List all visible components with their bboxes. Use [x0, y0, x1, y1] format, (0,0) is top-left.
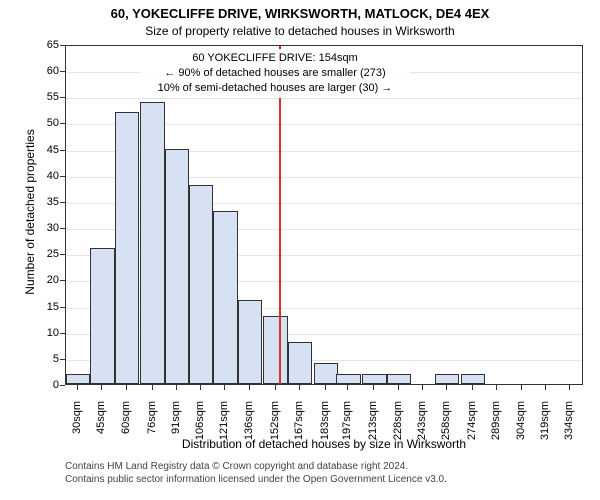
histogram-bar — [213, 211, 237, 384]
y-tick-mark — [60, 71, 65, 72]
annotation-line-2: ← 90% of detached houses are smaller (27… — [144, 66, 406, 81]
histogram-bar — [90, 248, 114, 384]
x-tick-mark — [176, 385, 177, 390]
x-tick-mark — [299, 385, 300, 390]
histogram-bar — [362, 374, 386, 384]
x-tick-label: 60sqm — [120, 401, 132, 441]
histogram-bar — [165, 149, 189, 384]
y-tick-mark — [60, 333, 65, 334]
x-tick-label: 304sqm — [515, 401, 527, 441]
x-tick-label: 258sqm — [440, 401, 452, 441]
x-tick-label: 183sqm — [319, 401, 331, 441]
x-tick-mark — [126, 385, 127, 390]
y-tick-mark — [60, 228, 65, 229]
x-tick-mark — [249, 385, 250, 390]
histogram-bar — [435, 374, 459, 384]
x-tick-mark — [521, 385, 522, 390]
x-tick-label: 213sqm — [367, 401, 379, 441]
y-tick-mark — [60, 385, 65, 386]
footer-line-2: Contains public sector information licen… — [65, 473, 583, 486]
histogram-bar — [288, 342, 312, 384]
histogram-bar — [461, 374, 485, 384]
y-tick-label: 15 — [37, 301, 59, 313]
x-tick-mark — [224, 385, 225, 390]
footer-attribution: Contains HM Land Registry data © Crown c… — [65, 460, 583, 486]
y-tick-label: 0 — [37, 379, 59, 391]
annotation-line-3: 10% of semi-detached houses are larger (… — [144, 81, 406, 96]
x-tick-mark — [398, 385, 399, 390]
chart-subtitle: Size of property relative to detached ho… — [0, 24, 600, 38]
x-tick-label: 152sqm — [269, 401, 281, 441]
histogram-bar — [140, 102, 164, 384]
x-tick-mark — [446, 385, 447, 390]
y-tick-label: 65 — [37, 39, 59, 51]
x-tick-mark — [200, 385, 201, 390]
x-tick-label: 121sqm — [218, 401, 230, 441]
x-tick-mark — [347, 385, 348, 390]
y-tick-label: 5 — [37, 353, 59, 365]
x-tick-label: 289sqm — [490, 401, 502, 441]
y-tick-mark — [60, 150, 65, 151]
x-tick-label: 274sqm — [466, 401, 478, 441]
x-tick-label: 228sqm — [392, 401, 404, 441]
y-tick-mark — [60, 280, 65, 281]
annotation-line-1: 60 YOKECLIFFE DRIVE: 154sqm — [144, 51, 406, 66]
gridline — [66, 98, 582, 99]
histogram-bar — [66, 374, 90, 384]
y-tick-mark — [60, 359, 65, 360]
y-tick-mark — [60, 123, 65, 124]
y-tick-label: 60 — [37, 65, 59, 77]
histogram-bar — [387, 374, 411, 384]
x-tick-label: 136sqm — [243, 401, 255, 441]
x-tick-label: 167sqm — [293, 401, 305, 441]
x-tick-label: 91sqm — [170, 401, 182, 441]
y-tick-label: 35 — [37, 196, 59, 208]
y-tick-mark — [60, 202, 65, 203]
histogram-bar — [238, 300, 262, 384]
x-tick-label: 30sqm — [71, 401, 83, 441]
y-tick-mark — [60, 307, 65, 308]
x-tick-mark — [496, 385, 497, 390]
y-tick-mark — [60, 254, 65, 255]
histogram-bar — [336, 374, 360, 384]
footer-line-1: Contains HM Land Registry data © Crown c… — [65, 460, 583, 473]
y-tick-label: 40 — [37, 170, 59, 182]
x-tick-mark — [422, 385, 423, 390]
page-title: 60, YOKECLIFFE DRIVE, WIRKSWORTH, MATLOC… — [0, 6, 600, 21]
annotation-box: 60 YOKECLIFFE DRIVE: 154sqm ← 90% of det… — [140, 49, 410, 98]
x-tick-label: 197sqm — [341, 401, 353, 441]
y-tick-mark — [60, 45, 65, 46]
x-tick-mark — [275, 385, 276, 390]
y-tick-label: 45 — [37, 144, 59, 156]
x-tick-label: 76sqm — [146, 401, 158, 441]
histogram-bar — [314, 363, 338, 384]
y-tick-label: 20 — [37, 274, 59, 286]
x-tick-mark — [472, 385, 473, 390]
histogram-bar — [189, 185, 213, 384]
x-tick-mark — [569, 385, 570, 390]
histogram-bar — [263, 316, 287, 384]
x-tick-mark — [545, 385, 546, 390]
y-tick-label: 50 — [37, 117, 59, 129]
x-tick-mark — [77, 385, 78, 390]
y-tick-mark — [60, 97, 65, 98]
x-tick-label: 243sqm — [416, 401, 428, 441]
x-tick-label: 319sqm — [539, 401, 551, 441]
x-tick-mark — [152, 385, 153, 390]
x-tick-mark — [373, 385, 374, 390]
y-tick-label: 55 — [37, 91, 59, 103]
x-tick-label: 106sqm — [194, 401, 206, 441]
x-tick-mark — [101, 385, 102, 390]
histogram-bar — [115, 112, 139, 384]
x-tick-label: 334sqm — [563, 401, 575, 441]
y-tick-label: 10 — [37, 327, 59, 339]
x-tick-mark — [325, 385, 326, 390]
x-tick-label: 45sqm — [95, 401, 107, 441]
y-tick-mark — [60, 176, 65, 177]
y-tick-label: 25 — [37, 248, 59, 260]
y-axis-label: Number of detached properties — [23, 112, 37, 312]
y-tick-label: 30 — [37, 222, 59, 234]
